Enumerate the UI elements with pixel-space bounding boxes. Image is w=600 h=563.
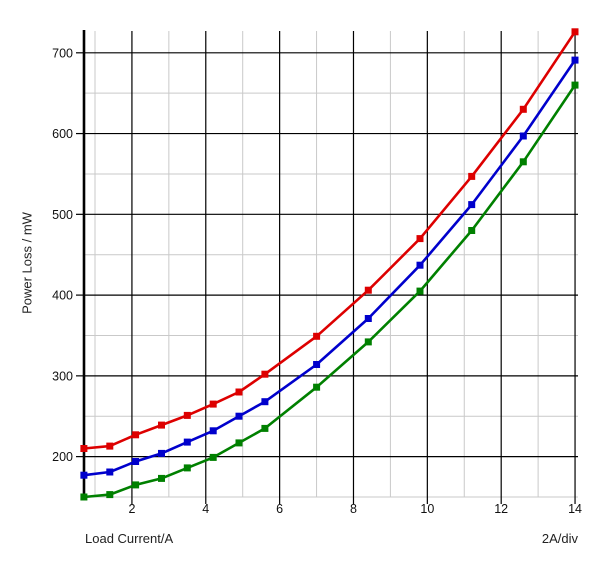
red-curve-marker [571, 28, 579, 36]
blue-curve-marker [313, 361, 321, 368]
red-curve-marker [468, 172, 476, 180]
blue-curve-marker [571, 56, 579, 64]
green-curve-marker [416, 287, 424, 295]
x-tick-label: 2 [128, 502, 135, 516]
y-tick-label: 200 [52, 450, 73, 464]
red-curve-marker [313, 332, 321, 340]
green-curve-marker [364, 338, 372, 346]
blue-curve-marker [183, 438, 191, 446]
y-tick-label: 600 [52, 127, 73, 141]
red-curve-marker [106, 442, 114, 450]
blue-curve-marker [519, 132, 527, 140]
red-curve-marker [183, 411, 191, 419]
blue-curve-marker [80, 471, 88, 479]
green-curve-marker [183, 464, 191, 472]
x-axis-title: Load Current/A [85, 531, 174, 546]
blue-curve-marker [132, 458, 140, 465]
red-curve-marker [132, 431, 140, 439]
green-curve-marker [235, 439, 243, 447]
blue-curve-marker [235, 412, 243, 420]
green-curve-marker [132, 481, 140, 489]
green-curve-marker [158, 474, 165, 482]
x-tick-label: 10 [420, 502, 434, 516]
y-tick-label: 400 [52, 289, 73, 303]
green-curve-marker [571, 81, 579, 89]
red-curve-marker [235, 388, 243, 396]
y-tick-label: 500 [52, 208, 73, 222]
red-curve-marker [80, 445, 88, 452]
x-tick-label: 4 [202, 502, 209, 516]
blue-curve-line [82, 58, 577, 477]
blue-curve-marker [468, 201, 476, 209]
x-scale-note: 2A/div [541, 531, 578, 546]
y-axis-title: Power Loss / mW [19, 212, 35, 314]
green-curve-marker [261, 424, 269, 432]
red-curve-marker [364, 286, 372, 294]
green-curve-marker [468, 227, 476, 234]
blue-curve-marker [364, 315, 372, 322]
green-curve-marker [106, 491, 114, 499]
red-curve-marker [519, 105, 527, 113]
green-curve-marker [80, 493, 88, 501]
blue-curve-marker [158, 449, 165, 457]
x-tick-label: 12 [494, 502, 508, 516]
green-curve-marker [209, 453, 217, 461]
green-curve-marker [519, 158, 527, 166]
blue-curve-marker [261, 398, 269, 406]
blue-curve-marker [209, 427, 217, 435]
red-curve-marker [261, 370, 269, 378]
x-tick-label: 8 [350, 502, 357, 516]
y-tick-label: 300 [52, 369, 73, 383]
x-tick-label: 14 [568, 502, 582, 516]
red-curve-marker [209, 400, 217, 408]
x-tick-label: 6 [276, 502, 283, 516]
blue-curve-marker [106, 468, 114, 476]
red-curve-line [82, 30, 577, 450]
green-curve-line [82, 83, 577, 499]
y-tick-label: 700 [52, 46, 73, 60]
blue-curve-marker [416, 261, 424, 269]
green-curve-marker [313, 383, 321, 391]
red-curve-marker [416, 235, 424, 243]
red-curve-marker [158, 421, 165, 429]
